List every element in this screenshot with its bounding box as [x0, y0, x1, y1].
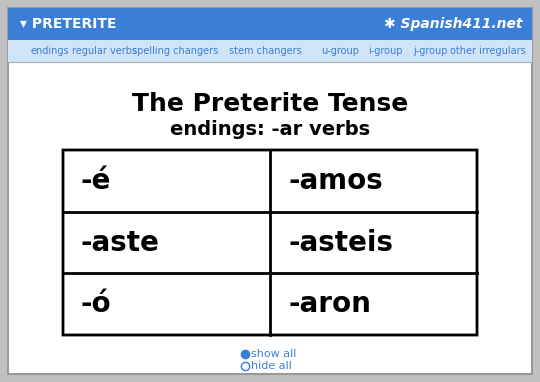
- Text: -aste: -aste: [81, 228, 160, 256]
- Text: spelling changers: spelling changers: [132, 46, 218, 56]
- Text: -aron: -aron: [288, 290, 371, 318]
- Text: j-group: j-group: [413, 46, 447, 56]
- Text: -amos: -amos: [288, 167, 383, 195]
- Text: show all: show all: [251, 349, 296, 359]
- FancyBboxPatch shape: [63, 150, 477, 335]
- Text: The Preterite Tense: The Preterite Tense: [132, 92, 408, 116]
- Text: ✱ Spanish411.net: ✱ Spanish411.net: [383, 17, 522, 31]
- Text: ▾ PRETERITE: ▾ PRETERITE: [20, 17, 117, 31]
- Text: -é: -é: [81, 167, 111, 195]
- Text: endings: -ar verbs: endings: -ar verbs: [170, 120, 370, 139]
- FancyBboxPatch shape: [8, 8, 532, 40]
- Text: stem changers: stem changers: [228, 46, 301, 56]
- Text: hide all: hide all: [251, 361, 292, 371]
- Text: endings: endings: [31, 46, 69, 56]
- Text: -ó: -ó: [81, 290, 112, 318]
- FancyBboxPatch shape: [8, 8, 532, 374]
- Text: -asteis: -asteis: [288, 228, 393, 256]
- Text: regular verbs: regular verbs: [72, 46, 138, 56]
- Text: i-group: i-group: [368, 46, 402, 56]
- Text: other irregulars: other irregulars: [450, 46, 526, 56]
- FancyBboxPatch shape: [8, 40, 532, 62]
- Text: u-group: u-group: [321, 46, 359, 56]
